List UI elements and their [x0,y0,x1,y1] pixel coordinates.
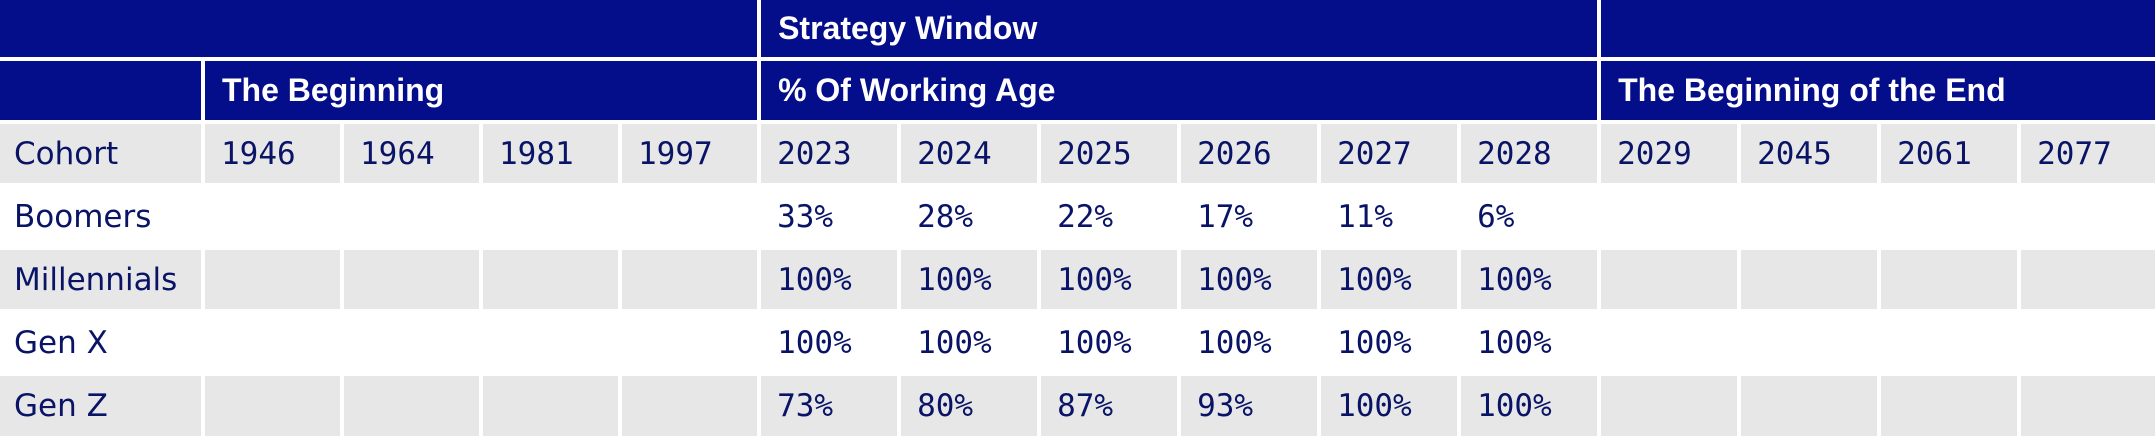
year-header-cell: 2025 [1041,124,1182,187]
value-cell: 100% [1041,313,1182,376]
value-cell: 100% [1321,313,1462,376]
strategy-window-header: Strategy Window [761,0,1602,61]
year-header-cell: 2061 [1881,124,2022,187]
table-row: Millennials 100% 100% 100% 100% 100% 100% [0,250,2155,313]
header-blank-right [1601,0,2155,61]
value-cell [2021,187,2155,250]
cohort-column-header: Cohort [0,124,205,187]
value-cell: 28% [901,187,1042,250]
value-cell: 100% [901,313,1042,376]
table-row: Gen X 100% 100% 100% 100% 100% 100% [0,313,2155,376]
value-cell [205,376,344,436]
table-body: Boomers 33% 28% 22% 17% 11% 6% Millennials 100% 1… [0,187,2155,436]
value-cell: 80% [901,376,1042,436]
year-header-cell: 2023 [761,124,902,187]
year-header-cell: 2024 [901,124,1042,187]
value-cell: 100% [1181,313,1322,376]
table-row: Gen Z 73% 80% 87% 93% 100% 100% [0,376,2155,436]
beginning-of-end-header: The Beginning of the End [1601,61,2155,124]
value-cell: 11% [1321,187,1462,250]
value-cell [344,250,483,313]
value-cell [1881,250,2022,313]
year-header-cell: 2045 [1741,124,1882,187]
value-cell [622,313,762,376]
value-cell [2021,313,2155,376]
header-row-top: Strategy Window [0,0,2155,61]
value-cell [1601,187,1742,250]
year-header-cell: 1981 [483,124,622,187]
value-cell [344,187,483,250]
year-header-cell: 1964 [344,124,483,187]
year-header-cell: 1946 [205,124,344,187]
cohort-label: Gen X [0,313,205,376]
value-cell [622,376,762,436]
value-cell [344,313,483,376]
year-header-cell: 2029 [1601,124,1742,187]
value-cell: 33% [761,187,902,250]
value-cell [1881,187,2022,250]
value-cell [205,187,344,250]
value-cell [1741,187,1882,250]
value-cell: 22% [1041,187,1182,250]
value-cell [205,250,344,313]
value-cell: 100% [1461,313,1602,376]
header-blank-corner [0,61,205,124]
working-age-header: % Of Working Age [761,61,1602,124]
value-cell: 100% [901,250,1042,313]
value-cell: 100% [1321,250,1462,313]
year-header-cell: 2028 [1461,124,1602,187]
year-row: Cohort 1946 1964 1981 1997 2023 2024 2025 2026 2… [0,124,2155,187]
value-cell: 87% [1041,376,1182,436]
year-header-cell: 1997 [622,124,762,187]
table-row: Boomers 33% 28% 22% 17% 11% 6% [0,187,2155,250]
value-cell: 100% [1181,250,1322,313]
value-cell [344,376,483,436]
value-cell: 100% [761,250,902,313]
value-cell: 100% [761,313,902,376]
value-cell [1601,250,1742,313]
value-cell [622,250,762,313]
the-beginning-header: The Beginning [205,61,762,124]
value-cell [1741,313,1882,376]
year-header-cell: 2026 [1181,124,1322,187]
value-cell: 93% [1181,376,1322,436]
year-header-cell: 2027 [1321,124,1462,187]
value-cell [205,313,344,376]
value-cell: 100% [1321,376,1462,436]
cohort-label: Gen Z [0,376,205,436]
value-cell [1601,313,1742,376]
value-cell [483,376,622,436]
cohort-label: Boomers [0,187,205,250]
header-blank-left [0,0,762,61]
value-cell [1741,376,1882,436]
value-cell: 100% [1461,376,1602,436]
year-header-cell: 2077 [2021,124,2155,187]
value-cell [1881,376,2022,436]
value-cell [1601,376,1742,436]
value-cell [1741,250,1882,313]
value-cell [622,187,762,250]
value-cell [483,313,622,376]
value-cell: 17% [1181,187,1322,250]
value-cell: 100% [1461,250,1602,313]
value-cell [2021,376,2155,436]
value-cell: 73% [761,376,902,436]
value-cell [2021,250,2155,313]
value-cell: 6% [1461,187,1602,250]
value-cell [483,250,622,313]
cohort-label: Millennials [0,250,205,313]
value-cell: 100% [1041,250,1182,313]
header-row-groups: The Beginning % Of Working Age The Begin… [0,61,2155,124]
value-cell [1881,313,2022,376]
value-cell [483,187,622,250]
